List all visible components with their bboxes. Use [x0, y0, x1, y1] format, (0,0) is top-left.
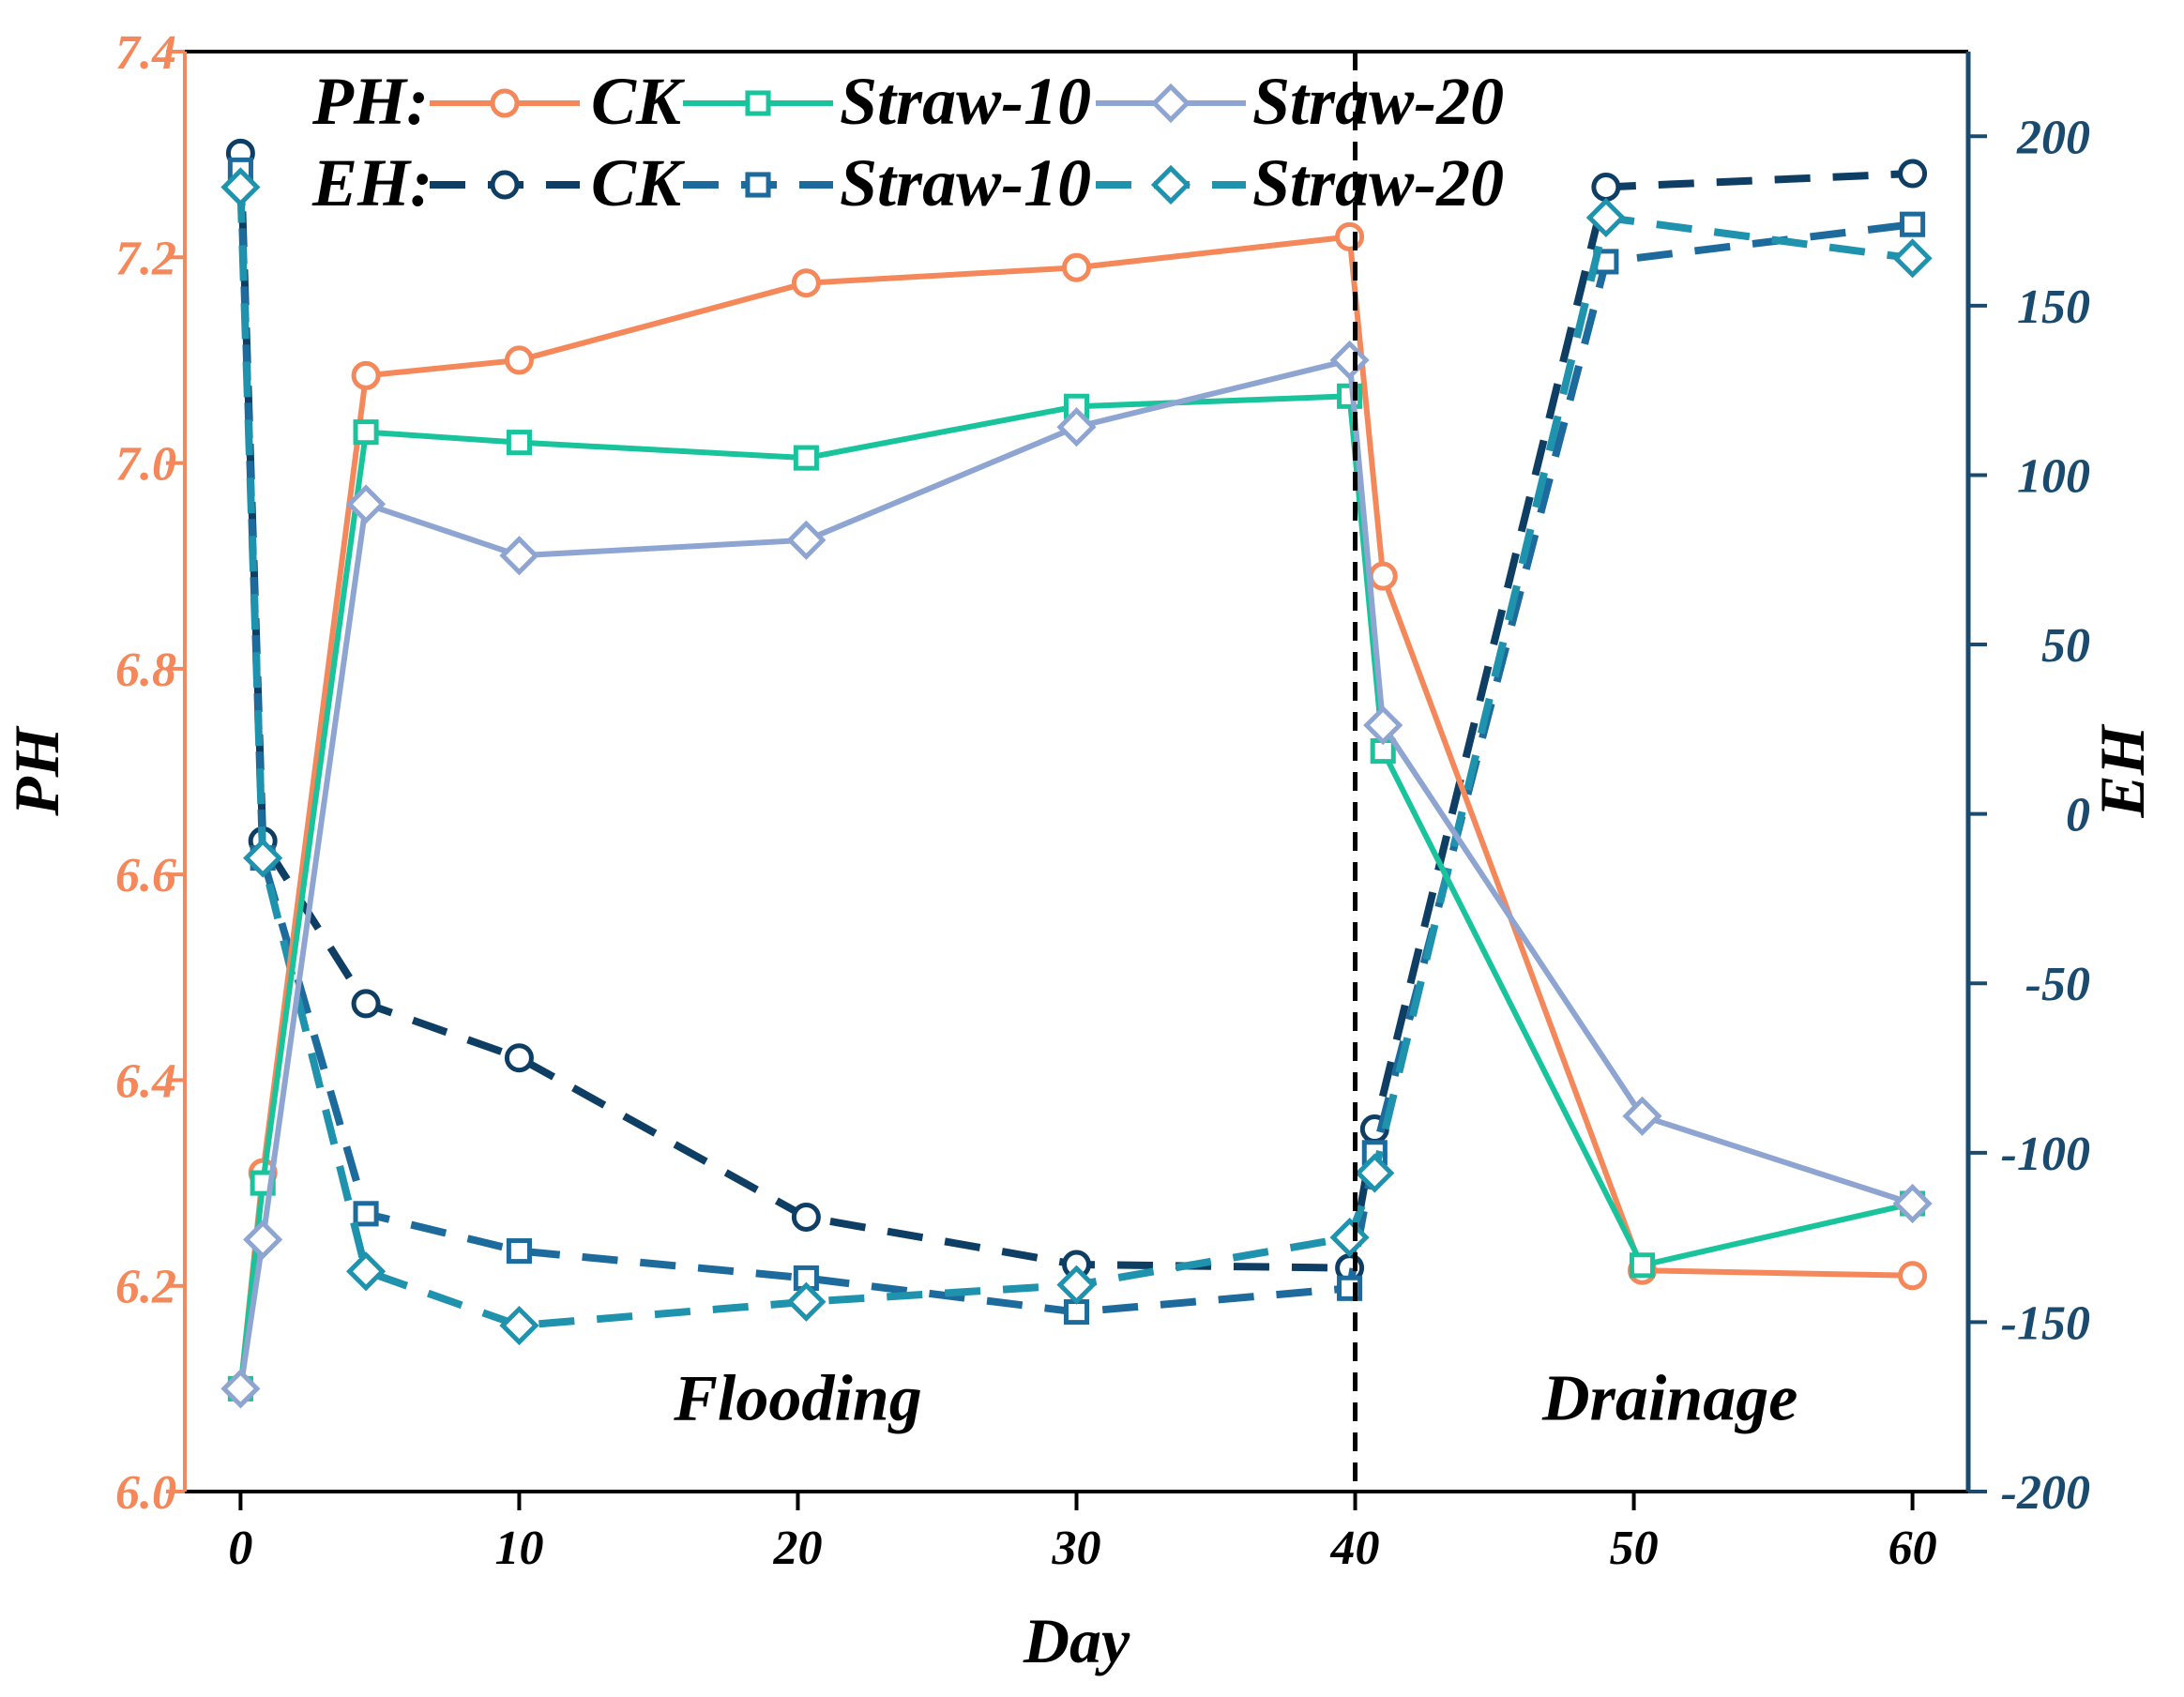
region-label-flooding: Flooding	[673, 1362, 922, 1434]
data-point	[220, 167, 261, 207]
y-right-tick-label: 0	[2066, 789, 2090, 842]
legend-swatch-marker	[490, 88, 520, 118]
y-right-tick-label: -200	[2001, 1466, 2090, 1520]
y-left-tick-label: 7.0	[115, 438, 176, 492]
y-right-tick-label: 50	[2041, 619, 2090, 673]
data-point	[499, 536, 539, 576]
data-point	[793, 445, 819, 471]
region-label-drainage: Drainage	[1541, 1362, 1797, 1434]
series-line	[236, 187, 1914, 1330]
y-axis-left-title: PH	[1, 725, 72, 817]
y-right-tick-label: 200	[2016, 111, 2090, 164]
y-right-tick-label: -150	[2001, 1296, 2090, 1350]
y-right-tick-label: -100	[2001, 1128, 2090, 1181]
legend-swatch-marker	[745, 90, 771, 116]
data-point	[1056, 1265, 1097, 1305]
data-point	[786, 520, 827, 560]
data-point	[243, 838, 283, 878]
legend-ph-prefix: PH:	[311, 64, 429, 139]
data-point	[786, 1281, 827, 1322]
x-tick-label: 40	[1330, 1522, 1380, 1575]
data-point	[1062, 252, 1091, 282]
y-axis-right-title: EH	[2086, 723, 2158, 818]
data-point	[1363, 705, 1403, 746]
legend-label: Straw-20	[1252, 64, 1504, 139]
data-point	[1892, 1183, 1933, 1224]
data-point	[345, 1251, 387, 1292]
data-point	[499, 1305, 539, 1346]
legend-swatch-marker	[490, 170, 520, 200]
data-point	[1898, 1261, 1928, 1291]
x-axis-title: Day	[1023, 1605, 1130, 1676]
data-point	[353, 1201, 379, 1227]
data-point	[1063, 1299, 1090, 1326]
data-point	[504, 1043, 534, 1073]
data-point	[351, 989, 381, 1019]
data-point	[506, 1238, 532, 1265]
series-line	[237, 356, 1914, 1389]
y-right-tick-label: 150	[2017, 280, 2090, 334]
x-tick-label: 10	[494, 1522, 543, 1575]
series-ph-straw-20	[220, 340, 1933, 1409]
legend: PH:EH: CK Straw-10 Straw-20 CK Straw-10 Straw-…	[311, 64, 1504, 220]
legend-label: CK	[591, 64, 686, 139]
data-point	[1329, 340, 1370, 381]
axes-layer: 0 10 20 30 40 50 60 6.0 6.2 6.4 6.6 6.8 7.0 7.2 7.4 -20…	[115, 26, 2090, 1575]
data-point	[1329, 1218, 1370, 1258]
y-left-tick-label: 6.8	[115, 644, 176, 697]
legend-label: Straw-20	[1252, 145, 1504, 220]
legend-swatch-marker	[1150, 83, 1191, 124]
data-point	[1892, 238, 1933, 279]
y-left-tick-label: 7.4	[115, 26, 176, 80]
x-tick-label: 20	[772, 1522, 822, 1575]
y-right-tick-label: -50	[2025, 958, 2090, 1011]
data-point	[353, 419, 379, 446]
data-point	[1898, 159, 1928, 189]
data-point	[1622, 1096, 1662, 1136]
data-point	[1056, 407, 1097, 447]
data-point	[1368, 561, 1398, 591]
data-point	[345, 484, 387, 524]
y-left-tick-label: 7.2	[115, 232, 176, 285]
x-tick-label: 30	[1052, 1522, 1101, 1575]
data-point	[243, 1220, 283, 1260]
data-point	[1900, 211, 1926, 237]
data-point	[1355, 1153, 1395, 1193]
series-layer	[220, 138, 1933, 1409]
data-point	[506, 430, 532, 456]
y-left-tick-label: 6.4	[115, 1054, 176, 1108]
data-point	[504, 345, 534, 375]
data-point	[791, 1202, 821, 1232]
y-left-tick-label: 6.2	[115, 1261, 176, 1314]
data-point	[791, 268, 821, 298]
data-point	[351, 360, 381, 390]
legend-swatch-marker	[1150, 164, 1191, 205]
data-point	[1629, 1252, 1656, 1279]
y-left-tick-label: 6.6	[115, 849, 176, 902]
data-point	[1335, 221, 1365, 251]
legend-eh-prefix: EH:	[311, 145, 432, 220]
data-point	[220, 1369, 261, 1409]
x-tick-label: 50	[1610, 1522, 1659, 1575]
legend-label: Straw-10	[840, 145, 1091, 220]
series-line	[236, 153, 1913, 1272]
y-left-tick-label: 6.0	[115, 1466, 176, 1520]
x-tick-label: 0	[228, 1522, 252, 1575]
legend-swatch-marker	[745, 172, 771, 198]
x-tick-label: 60	[1888, 1522, 1937, 1575]
data-point	[1591, 172, 1621, 202]
series-eh-straw-20	[220, 167, 1933, 1346]
series-line	[237, 393, 1914, 1389]
y-right-tick-label: 100	[2017, 449, 2090, 503]
legend-label: CK	[591, 145, 686, 220]
legend-label: Straw-10	[840, 64, 1091, 139]
data-point	[1585, 197, 1626, 238]
